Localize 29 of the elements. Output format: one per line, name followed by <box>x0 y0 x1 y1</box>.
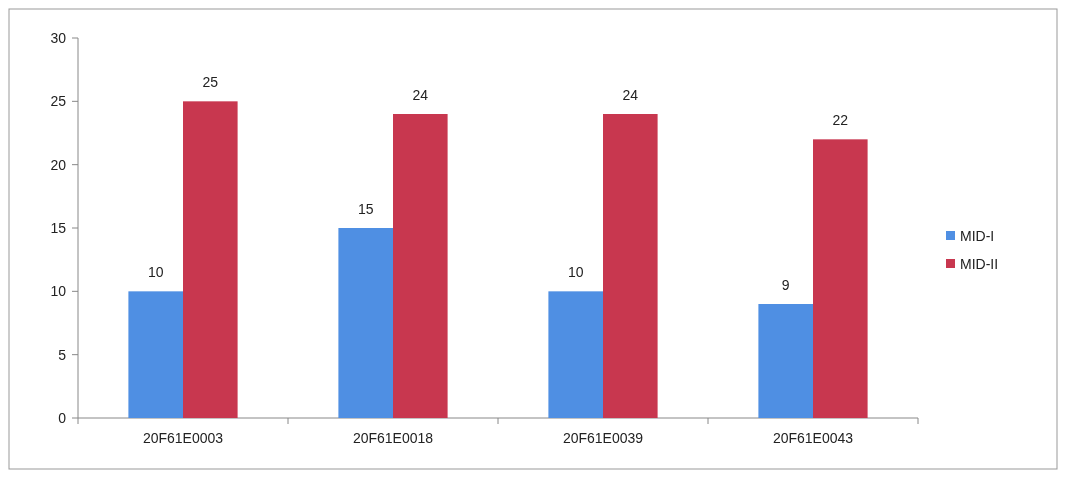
data-label: 25 <box>202 74 219 91</box>
data-label: 10 <box>567 264 584 281</box>
data-label: 22 <box>832 112 849 129</box>
bar <box>603 114 658 418</box>
legend-label: MID-I <box>960 227 995 244</box>
y-tick-label: 30 <box>50 29 67 46</box>
bar <box>758 304 813 418</box>
bar <box>393 114 448 418</box>
data-label: 15 <box>357 201 374 217</box>
x-tick-label: 20F61E0018 <box>352 430 434 446</box>
y-tick-label: 15 <box>50 219 67 236</box>
data-label: 9 <box>781 277 790 293</box>
data-label: 24 <box>412 87 429 103</box>
legend-label: MID-II <box>960 255 999 272</box>
x-tick-label: 20F61E0043 <box>772 430 854 446</box>
bar <box>338 228 393 418</box>
x-tick-label: 20F61E0003 <box>142 430 224 446</box>
bar <box>548 291 603 418</box>
bar <box>813 139 868 418</box>
x-tick-label: 20F61E0039 <box>562 430 644 446</box>
data-label: 10 <box>147 264 164 281</box>
y-tick-label: 10 <box>50 283 67 300</box>
data-label: 24 <box>622 87 639 103</box>
y-tick-label: 20 <box>50 156 67 173</box>
y-tick-label: 0 <box>58 409 67 426</box>
y-tick-label: 25 <box>50 93 67 110</box>
bar <box>128 291 183 418</box>
y-tick-label: 5 <box>58 346 67 363</box>
bar <box>183 101 238 418</box>
